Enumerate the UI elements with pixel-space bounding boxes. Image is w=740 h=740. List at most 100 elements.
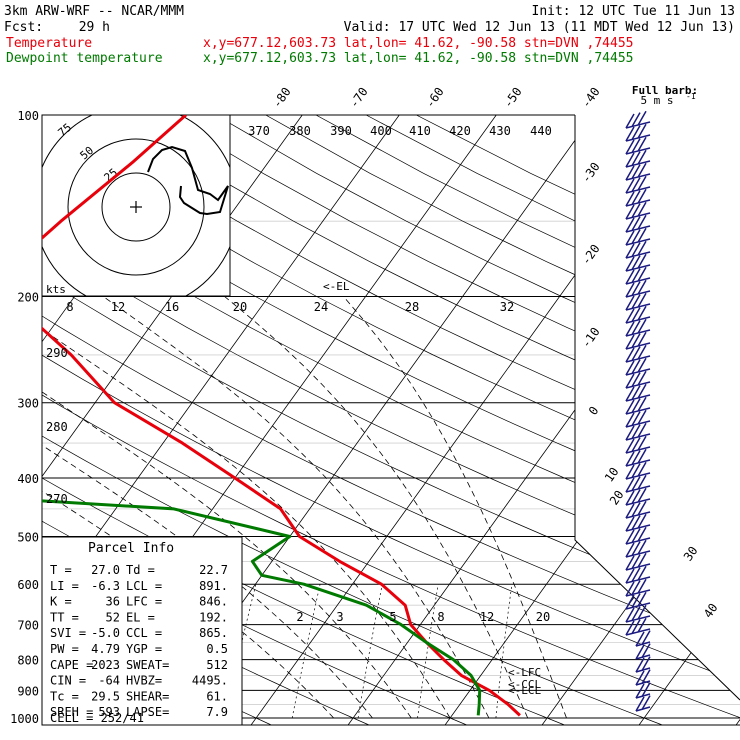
parcel-title: Parcel Info (88, 541, 174, 556)
parcel-key: SWEAT= (126, 658, 169, 672)
wind-barb (625, 292, 651, 311)
barb-flag (625, 230, 635, 246)
wind-barb (625, 175, 651, 194)
barb-flag (625, 243, 635, 259)
wind-barb (625, 162, 651, 181)
isotherm-label: -70 (347, 85, 371, 111)
parcel-value: 891. (199, 579, 228, 593)
parcel-info-box: Parcel Info T = 27.0 Td = 22.7 LI = -6.3 LCL = 8… (41, 536, 243, 726)
barb-flag (625, 386, 635, 402)
barb-flag (637, 188, 647, 204)
valid-time: Valid: 17 UTC Wed 12 Jun 13 (11 MDT Wed … (344, 20, 735, 35)
barb-flag (625, 581, 635, 597)
theta-label: 410 (409, 124, 431, 138)
barb-flag (631, 333, 641, 348)
barb-flag (631, 411, 641, 426)
barb-flag (637, 240, 647, 256)
dry-adiabat (42, 115, 740, 725)
barb-flag (625, 152, 635, 168)
parcel-value: 865. (199, 626, 228, 640)
isotherm (537, 115, 740, 725)
dry-adiabat (42, 115, 678, 725)
barb-flag (637, 266, 647, 282)
barb-flag (625, 464, 635, 480)
isotherm-label: 10 (602, 465, 622, 485)
wind-barb (625, 461, 651, 480)
barb-flag (637, 565, 647, 581)
barb-flag (637, 578, 647, 594)
mixing-ratio-label: 8 (437, 610, 444, 624)
parcel-key: CAPE = (50, 658, 93, 672)
parcel-key: SREH = (50, 705, 93, 719)
parcel-value: 846. (199, 595, 228, 609)
barb-legend-exponent: -1 (686, 92, 696, 101)
chart-header: 3km ARW-WRF -- NCAR/MMM Init: 12 UTC Tue… (4, 4, 735, 66)
parcel-key: LFC = (126, 595, 162, 609)
barb-flag (637, 123, 647, 139)
barb-flag (637, 448, 647, 464)
theta-label: 420 (449, 124, 471, 138)
model-title: 3km ARW-WRF -- NCAR/MMM (4, 4, 184, 19)
wind-barb (625, 370, 651, 389)
pressure-label: 500 (17, 530, 39, 544)
barb-flag (625, 321, 635, 337)
wind-barb (625, 188, 651, 207)
temperature-location: x,y=677.12,603.73 lat,lon= 41.62, -90.58… (203, 36, 633, 51)
theta-label: 390 (330, 124, 352, 138)
level-marker: <-LCL (508, 684, 541, 697)
barb-flag (631, 385, 641, 400)
barb-flag (625, 204, 635, 220)
isotherm-label: -40 (579, 85, 603, 111)
theta-label: 400 (370, 124, 392, 138)
isotherm-label: 30 (681, 544, 701, 564)
parcel-value: 36 (106, 595, 120, 609)
parcel-value: 593 (98, 705, 120, 719)
barb-flag (637, 136, 647, 152)
barb-flag (631, 398, 641, 413)
barb-flag (625, 165, 635, 181)
wind-barb (625, 331, 651, 350)
parcel-value: 52 (106, 610, 120, 624)
barb-flag (635, 683, 645, 699)
parcel-value: 2023 (91, 658, 120, 672)
barb-flag (635, 644, 645, 660)
hodograph-rings (42, 115, 230, 296)
isotherm (246, 115, 711, 725)
barb-flag (637, 461, 647, 477)
hodograph-ring (67, 138, 205, 276)
barb-flag (637, 175, 647, 191)
parcel-key: LI = (50, 579, 79, 593)
level-marker: <-CCL (508, 678, 541, 691)
wind-barb (625, 448, 651, 467)
dry-adiabat (42, 115, 740, 725)
barb-flag (625, 620, 635, 636)
wind-barbs (625, 110, 651, 712)
wind-barb (625, 110, 651, 129)
forecast-hour: 29 h (79, 20, 110, 35)
parcel-key: SHEAR= (126, 689, 169, 703)
temperature-trace (42, 115, 521, 717)
theta-label: 430 (489, 124, 511, 138)
barb-flag (625, 490, 635, 506)
barb-flag (625, 113, 635, 129)
wind-barb (625, 136, 651, 155)
barb-flag (631, 372, 641, 387)
isotherm (42, 115, 420, 725)
barb-flag (637, 513, 647, 529)
barb-flag (625, 594, 635, 610)
wind-barb (635, 695, 651, 712)
theta-label: 440 (530, 124, 552, 138)
barb-flag (637, 253, 647, 269)
barb-flag (637, 526, 647, 542)
dry-adiabat (42, 115, 740, 725)
barb-flag (631, 489, 641, 504)
barb-legend: Full barb: 5 m s -1 (632, 84, 698, 107)
barb-flag (625, 256, 635, 272)
barb-flag (631, 255, 641, 270)
pressure-label: 900 (17, 684, 39, 698)
isotherm-label: -30 (579, 160, 603, 186)
isotherm (343, 115, 740, 725)
mixing-ratio-label: 5 (389, 610, 396, 624)
barb-flag (625, 542, 635, 558)
